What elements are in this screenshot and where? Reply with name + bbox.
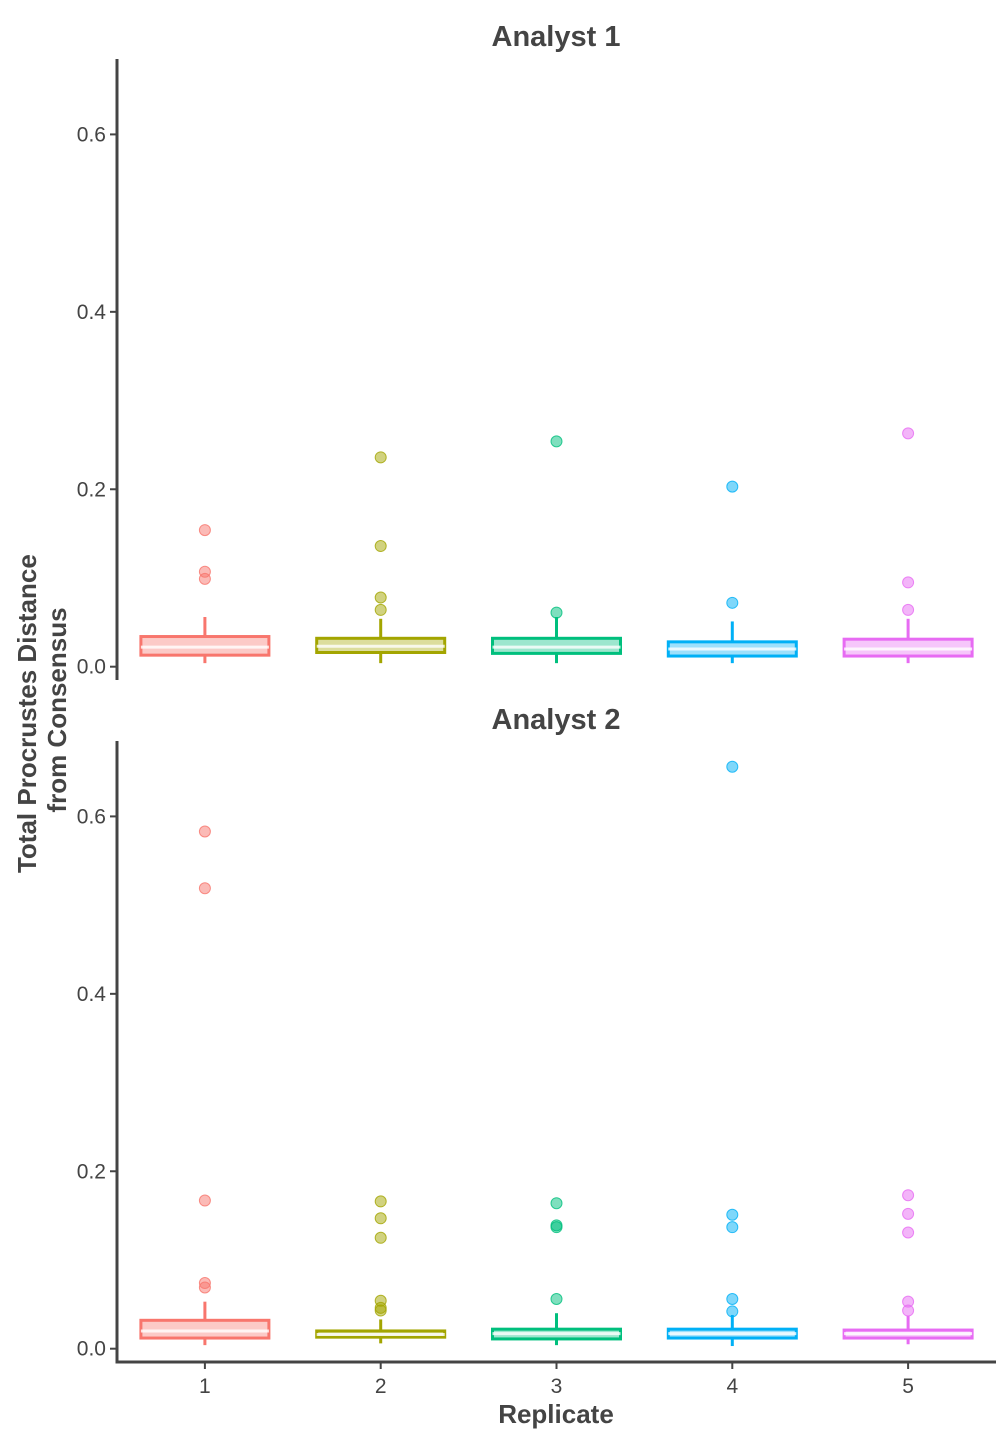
y-tick-label: 0.4: [77, 983, 107, 1006]
box-group-replicate-4: [666, 480, 798, 664]
outlier-point: [198, 524, 211, 537]
outlier-point: [198, 882, 211, 895]
outlier-point: [374, 1304, 387, 1317]
x-tick-label: 2: [375, 1375, 387, 1398]
box-group-replicate-2: [315, 1195, 447, 1344]
outlier-point: [374, 591, 387, 604]
y-tick-label: 0.4: [77, 301, 107, 324]
outlier-point: [726, 596, 739, 609]
x-tick-label: 1: [199, 1375, 211, 1398]
outlier-point: [726, 1305, 739, 1318]
y-axis-title: Total Procrustes Distance from Consensus: [12, 547, 72, 873]
outlier-point: [198, 572, 211, 585]
outlier-point: [902, 427, 915, 440]
box-group-replicate-2: [315, 451, 447, 664]
panel-1-y-ticks: 0.0 0.2 0.4 0.6: [77, 123, 117, 679]
y-tick-label: 0.2: [77, 1160, 106, 1183]
box-group-replicate-5: [842, 427, 974, 664]
panel-title-analyst-2: Analyst 2: [492, 704, 621, 736]
box-group-replicate-1: [139, 524, 271, 664]
outlier-point: [726, 760, 739, 773]
outlier-point: [726, 1221, 739, 1234]
outlier-point: [726, 480, 739, 493]
box-group-replicate-3: [491, 435, 622, 664]
panel-analyst-2: Analyst 2 0.0 0.2 0.4 0.6 1 2 3 4 5: [77, 704, 996, 1398]
panel-2-boxes: [139, 760, 974, 1347]
x-tick-label: 4: [726, 1375, 738, 1398]
outlier-point: [550, 606, 563, 619]
outlier-point: [902, 1304, 915, 1317]
y-tick-label: 0.6: [77, 805, 106, 828]
panel-analyst-1: Analyst 1 0.0 0.2 0.4 0.6: [77, 21, 974, 680]
outlier-point: [198, 1194, 211, 1207]
outlier-point: [902, 1226, 915, 1239]
x-tick-label: 3: [551, 1375, 563, 1398]
outlier-point: [374, 1212, 387, 1225]
outlier-point: [198, 825, 211, 838]
y-tick-label: 0.0: [77, 656, 106, 679]
y-axis-title-line-1: Total Procrustes Distance: [12, 554, 42, 873]
panel-1-boxes: [139, 427, 974, 664]
outlier-point: [198, 1281, 211, 1294]
box-group-replicate-4: [666, 760, 798, 1347]
box-body: [139, 1318, 271, 1340]
y-tick-label: 0.6: [77, 123, 106, 146]
outlier-point: [550, 1221, 563, 1234]
box-group-replicate-5: [842, 1189, 974, 1345]
outlier-point: [726, 1208, 739, 1221]
outlier-point: [902, 576, 915, 589]
outlier-point: [550, 435, 563, 448]
outlier-point: [902, 603, 915, 616]
x-axis-title: Replicate: [498, 1399, 614, 1429]
outlier-point: [550, 1197, 563, 1210]
panel-2-y-ticks: 0.0 0.2 0.4 0.6: [77, 805, 117, 1361]
outlier-point: [902, 1207, 915, 1220]
y-tick-label: 0.2: [77, 478, 106, 501]
x-axis-ticks: 1 2 3 4 5: [199, 1362, 914, 1398]
panel-title-analyst-1: Analyst 1: [492, 21, 621, 53]
outlier-point: [374, 451, 387, 464]
outlier-point: [902, 1189, 915, 1202]
y-axis-title-line-2: from Consensus: [42, 607, 72, 812]
outlier-point: [726, 1293, 739, 1306]
outlier-point: [374, 540, 387, 553]
box-group-replicate-1: [139, 825, 271, 1346]
box-group-replicate-3: [491, 1197, 622, 1346]
outlier-point: [374, 603, 387, 616]
y-tick-label: 0.0: [77, 1338, 106, 1361]
x-tick-label: 5: [902, 1375, 914, 1398]
outlier-point: [550, 1293, 563, 1306]
outlier-point: [374, 1195, 387, 1208]
outlier-point: [374, 1231, 387, 1244]
